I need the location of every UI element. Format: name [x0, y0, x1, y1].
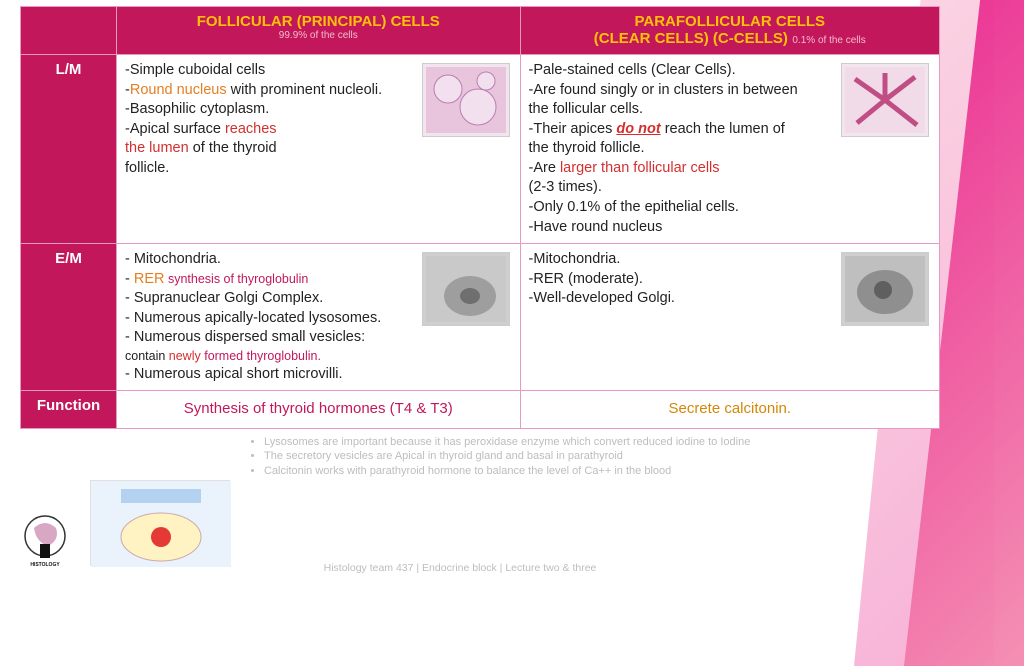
- text: -Only 0.1% of the epithelial cells.: [529, 198, 929, 218]
- header-parafollicular: PARAFOLLICULAR CELLS (CLEAR CELLS) (C-CE…: [520, 7, 939, 55]
- table-header-row: FOLLICULAR (PRINCIPAL) CELLS 99.9% of th…: [21, 7, 940, 55]
- row-lm: L/M -Simple cuboidal cells -Round nucleu…: [21, 55, 940, 244]
- cell-fn-follicular: Synthesis of thyroid hormones (T4 & T3): [117, 391, 521, 428]
- header-sub-1: 99.9% of the cells: [125, 30, 512, 41]
- text: (2-3 times).: [529, 178, 929, 198]
- footer-text: Histology team 437 | Endocrine block | L…: [0, 562, 920, 574]
- header-sub-2: 0.1% of the cells: [792, 35, 865, 46]
- histology-image-lm-1: [422, 63, 510, 137]
- header-title-2: PARAFOLLICULAR CELLS: [529, 13, 931, 30]
- note-3: Calcitonin works with parathyroid hormon…: [264, 464, 890, 479]
- note-1: Lysosomes are important because it has p…: [264, 435, 890, 450]
- histology-image-em-1: [422, 252, 510, 326]
- cell-fn-parafollicular: Secrete calcitonin.: [520, 391, 939, 428]
- header-title-2b: (CLEAR CELLS) (C-CELLS): [594, 30, 788, 47]
- row-label-em: E/M: [21, 244, 117, 391]
- footnotes: Lysosomes are important because it has p…: [250, 435, 890, 480]
- text: -Have round nucleus: [529, 218, 929, 238]
- team-logo: HISTOLOGY: [18, 514, 72, 568]
- comparison-table: FOLLICULAR (PRINCIPAL) CELLS 99.9% of th…: [20, 6, 940, 429]
- row-label-fn: Function: [21, 391, 117, 428]
- histology-image-lm-2: [841, 63, 929, 137]
- text: -Are larger than follicular cells: [529, 159, 929, 179]
- cell-lm-parafollicular: -Pale-stained cells (Clear Cells). -Are …: [520, 55, 939, 244]
- note-2: The secretory vesicles are Apical in thy…: [264, 449, 890, 464]
- row-function: Function Synthesis of thyroid hormones (…: [21, 391, 940, 428]
- text: - Numerous dispersed small vesicles:: [125, 328, 510, 348]
- cell-diagram: [90, 480, 230, 566]
- text: contain newly formed thyroglobulin.: [125, 348, 510, 365]
- cell-em-follicular: - Mitochondria. - RER synthesis of thyro…: [117, 244, 521, 391]
- text: the thyroid follicle.: [529, 139, 929, 159]
- text: the lumen of the thyroid: [125, 139, 510, 159]
- header-title-1: FOLLICULAR (PRINCIPAL) CELLS: [125, 13, 512, 30]
- row-em: E/M - Mitochondria. - RER synthesis of t…: [21, 244, 940, 391]
- text: follicle.: [125, 159, 510, 179]
- header-follicular: FOLLICULAR (PRINCIPAL) CELLS 99.9% of th…: [117, 7, 521, 55]
- cell-lm-follicular: -Simple cuboidal cells -Round nucleus wi…: [117, 55, 521, 244]
- cell-em-parafollicular: -Mitochondria. -RER (moderate). -Well-de…: [520, 244, 939, 391]
- text: - Numerous apical short microvilli.: [125, 365, 510, 385]
- row-label-lm: L/M: [21, 55, 117, 244]
- histology-image-em-2: [841, 252, 929, 326]
